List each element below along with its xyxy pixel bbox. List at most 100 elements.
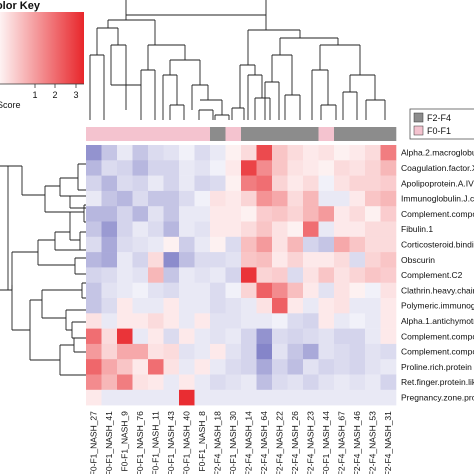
heatmap-cell [179, 160, 195, 176]
heatmap-cell [241, 160, 257, 176]
heatmap-cell [101, 343, 118, 360]
heatmap-cell [163, 190, 180, 207]
heatmap-cell [287, 374, 304, 391]
heatmap-cell [163, 374, 180, 391]
heatmap-cell [365, 160, 381, 176]
heatmap-cell [132, 267, 149, 283]
row-label: Fibulin.1 [401, 224, 433, 234]
heatmap-cell [225, 160, 242, 176]
heatmap-cell [318, 190, 335, 207]
heatmap-cell [132, 190, 149, 207]
heatmap-cell [365, 298, 381, 314]
heatmap-cell [365, 252, 381, 268]
row-label: Proline.rich.protein [401, 362, 472, 372]
heatmap-cell [163, 145, 180, 161]
heatmap-cell [380, 359, 397, 375]
group-bar-cell [303, 127, 319, 141]
heatmap-cell [303, 343, 319, 360]
heatmap-cell [210, 221, 226, 238]
heatmap-cell [334, 221, 350, 238]
heatmap-cell [334, 343, 350, 360]
column-label: F0-F1_NASH_43 [166, 411, 176, 474]
heatmap-cell [256, 282, 273, 299]
heatmap-cell [380, 160, 397, 176]
heatmap-cell [86, 175, 102, 192]
heatmap-cell [194, 190, 211, 207]
heatmap-cell [287, 236, 304, 253]
heatmap-cell [163, 221, 180, 238]
heatmap-cell [272, 374, 288, 391]
heatmap-cell [241, 267, 257, 283]
legend-swatch-f2-f4 [413, 112, 424, 123]
heatmap-cell [272, 328, 288, 345]
heatmap-cell [86, 313, 102, 329]
heatmap-cell [210, 313, 226, 329]
heatmap-cell [132, 343, 149, 360]
group-bar-cell [318, 127, 335, 141]
heatmap-cell [272, 206, 288, 222]
heatmap-cell [225, 190, 242, 207]
heatmap-cell [148, 313, 164, 329]
group-bar-cell [380, 127, 397, 141]
heatmap-cell [117, 206, 133, 222]
heatmap-cell [148, 282, 164, 299]
heatmap-cell [148, 190, 164, 207]
heatmap-cell [334, 160, 350, 176]
heatmap-cell [179, 313, 195, 329]
column-label: F0-F1_NASH_41 [104, 411, 114, 474]
row-label: Complement.C2 [401, 270, 463, 280]
heatmap-cell [365, 221, 381, 238]
legend-swatch-f0-f1 [413, 125, 424, 136]
heatmap-cell [210, 282, 226, 299]
heatmap-cell [256, 175, 273, 192]
heatmap-cell [349, 328, 366, 345]
heatmap-cell [349, 145, 366, 161]
heatmap-cell [256, 190, 273, 207]
heatmap-cell [210, 236, 226, 253]
heatmap-cell [256, 343, 273, 360]
heatmap-cell [86, 343, 102, 360]
row-label: Coagulation.factor.X [401, 163, 474, 173]
heatmap-cell [334, 389, 350, 406]
heatmap-cell [318, 389, 335, 406]
heatmap-cell [148, 236, 164, 253]
column-label: F2-F4_NASH_22 [275, 411, 285, 474]
heatmap-cell [148, 160, 164, 176]
heatmap-cell [272, 175, 288, 192]
heatmap-cell [163, 160, 180, 176]
heatmap-cell [225, 236, 242, 253]
heatmap-cell [349, 160, 366, 176]
heatmap-cell [287, 145, 304, 161]
heatmap-cell [132, 160, 149, 176]
heatmap-cell [210, 190, 226, 207]
heatmap-cell [163, 267, 180, 283]
heatmap-cell [117, 221, 133, 238]
column-label: F0-F1_NASH_40 [182, 411, 192, 474]
heatmap-cell [303, 267, 319, 283]
heatmap-cell [318, 282, 335, 299]
heatmap-cell [318, 267, 335, 283]
group-bar-cell [194, 127, 211, 141]
heatmap-cell [303, 252, 319, 268]
heatmap-cell [117, 160, 133, 176]
heatmap-cell [365, 282, 381, 299]
heatmap-cell [287, 282, 304, 299]
row-label: Alpha.1.antichymotrypsin [401, 316, 474, 326]
row-label: Pregnancy.zone.protein [401, 392, 474, 402]
heatmap-cell [380, 175, 397, 192]
heatmap-cell [101, 267, 118, 283]
heatmap-cell [365, 236, 381, 253]
color-key-tick-label-2: 2 [52, 90, 57, 100]
heatmap-cell [225, 221, 242, 238]
heatmap-cell [86, 206, 102, 222]
heatmap-cell [272, 221, 288, 238]
heatmap-cell [194, 374, 211, 391]
heatmap-cell [210, 267, 226, 283]
heatmap-cell [225, 206, 242, 222]
heatmap-cell [117, 328, 133, 345]
heatmap-cell [163, 343, 180, 360]
heatmap-cell [101, 145, 118, 161]
heatmap-cell [210, 374, 226, 391]
heatmap-cell [241, 221, 257, 238]
heatmap-cell [194, 313, 211, 329]
